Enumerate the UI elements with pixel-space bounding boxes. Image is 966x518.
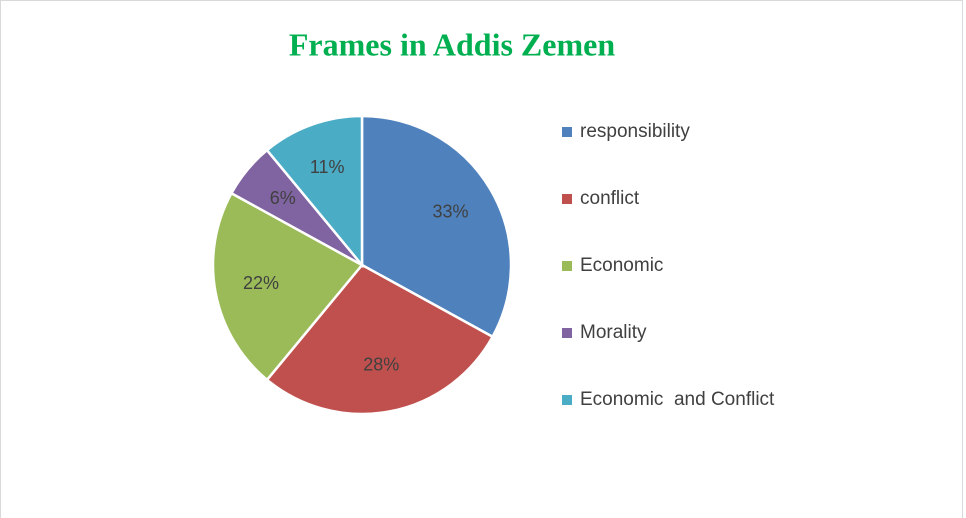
data-label: 22%: [243, 273, 279, 293]
data-label: 28%: [363, 355, 399, 375]
pie-slice: [265, 263, 495, 416]
legend-marker: [562, 194, 572, 204]
pie-slice: [360, 114, 513, 339]
pie-slice: [211, 191, 364, 382]
chart-title: Frames in Addis Zemen: [289, 26, 615, 62]
legend-label: Morality: [580, 322, 647, 343]
data-label: 11%: [310, 157, 345, 177]
legend-label: conflict: [580, 188, 640, 209]
legend-marker: [562, 127, 572, 137]
data-label: 33%: [432, 201, 468, 221]
legend-marker: [562, 328, 572, 338]
legend-label: responsibility: [580, 121, 690, 142]
legend-marker: [562, 395, 572, 405]
pie-slice: [265, 114, 364, 269]
legend-marker: [562, 261, 572, 271]
legend-label: Economic: [580, 255, 663, 276]
data-label: 6%: [270, 188, 296, 208]
legend-label: Economic and Conflict: [580, 389, 775, 410]
